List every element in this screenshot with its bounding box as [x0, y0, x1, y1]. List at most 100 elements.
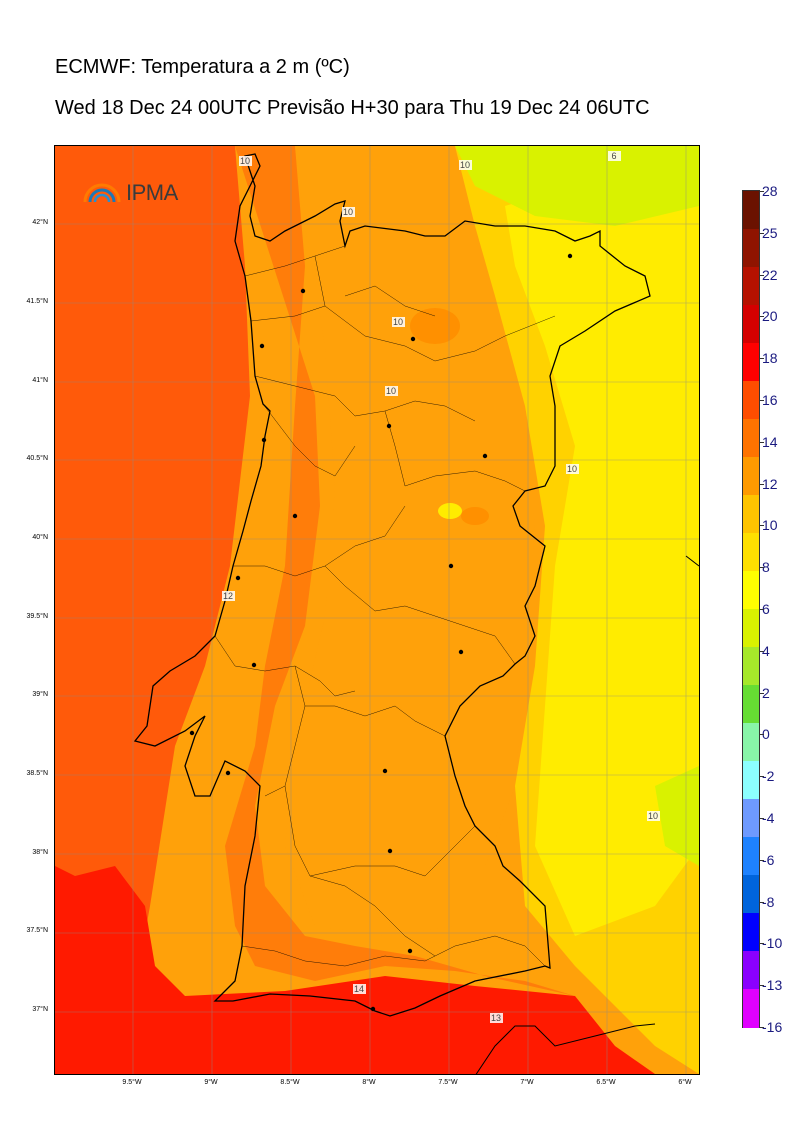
contour-label: 10	[460, 160, 470, 170]
latitude-label: 39°N	[32, 691, 48, 698]
latitude-label: 38.5°N	[26, 770, 48, 777]
colorbar-segment	[743, 419, 759, 458]
contour-label: 13	[491, 1013, 501, 1023]
longitude-label: 9.5°W	[122, 1079, 142, 1086]
latitude-label: 41.5°N	[26, 298, 48, 305]
ipma-logo-text: IPMA	[126, 180, 178, 205]
colorbar-tick	[760, 734, 764, 736]
colorbar-tick-label: -4	[762, 810, 775, 826]
latitude-label: 37.5°N	[26, 927, 48, 934]
colorbar-tick	[760, 650, 764, 652]
longitude-label: 7.5°W	[438, 1079, 458, 1086]
contour-label: 6	[611, 151, 616, 161]
spain-coast	[475, 1023, 656, 1074]
colorbar-tick-label: -8	[762, 893, 775, 910]
colorbar-segment	[743, 837, 759, 876]
colorbar-segment	[743, 305, 759, 344]
colorbar-tick-label: -10	[762, 935, 783, 952]
colorbar-tick	[760, 943, 764, 945]
colorbar-tick	[760, 859, 764, 861]
colorbar-tick-label: 20	[762, 308, 778, 325]
colorbar-tick	[760, 525, 764, 527]
contour-label-bg	[566, 464, 579, 474]
land-cooler-zone	[505, 146, 699, 936]
colorbar-segment	[743, 799, 759, 838]
colorbar-tick	[760, 1027, 764, 1028]
contour-label: 10	[567, 464, 577, 474]
colorbar-segment	[743, 495, 759, 534]
colorbar-tick	[760, 985, 764, 987]
forecast-time-subtitle: Wed 18 Dec 24 00UTC Previsão H+30 para T…	[55, 97, 650, 119]
contour-label-bg	[239, 156, 252, 166]
latitude-label: 42°N	[32, 219, 48, 226]
map-title: ECMWF: Temperatura a 2 m (ºC)	[55, 56, 350, 78]
colorbar-tick	[760, 901, 764, 903]
colorbar-tick-label: 22	[762, 266, 778, 283]
colorbar-segment	[743, 609, 759, 648]
latitude-label: 40°N	[32, 534, 48, 541]
longitude-label: 8°W	[362, 1079, 376, 1086]
longitude-label: 6.5°W	[596, 1079, 616, 1086]
latitude-label: 38°N	[32, 849, 48, 856]
colorbar-tick	[760, 274, 764, 276]
colorbar-segment	[743, 875, 759, 914]
colorbar-segment	[743, 343, 759, 382]
colorbar-tick-label: 12	[762, 475, 778, 492]
colorbar-segment	[743, 723, 759, 762]
contour-label: 10	[393, 317, 403, 327]
contour-label-bg	[222, 591, 235, 601]
land-cold-zone	[455, 146, 699, 226]
colorbar-tick-label: 18	[762, 350, 778, 367]
colorbar-tick-label: 2	[762, 684, 770, 701]
contour-label: 10	[648, 811, 658, 821]
contour-label-bg	[385, 386, 398, 396]
colorbar-tick-label: 16	[762, 392, 778, 408]
colorbar-segment	[743, 571, 759, 610]
latitude-label: 40.5°N	[26, 455, 48, 462]
longitude-label: 7°W	[520, 1079, 534, 1086]
land-warm-zone	[225, 146, 575, 996]
colorbar-tick	[760, 358, 764, 360]
colorbar-tick-label: -6	[762, 851, 775, 868]
sea-warm-zone	[55, 146, 250, 1074]
colorbar-tick	[760, 483, 764, 485]
contour-label-bg	[353, 984, 366, 994]
sea-hot-zone	[55, 866, 655, 1074]
colorbar-segment	[743, 761, 759, 800]
longitude-label: 8.5°W	[280, 1079, 300, 1086]
colorbar-segment	[743, 191, 759, 230]
colorbar-tick	[760, 316, 764, 318]
latitude-label: 41°N	[32, 377, 48, 384]
colorbar-tick	[760, 818, 764, 819]
colorbar-segment	[743, 913, 759, 952]
longitude-label: 6°W	[678, 1079, 692, 1086]
contour-label: 10	[343, 207, 353, 217]
city-markers	[189, 253, 573, 1012]
colorbar-tick	[760, 776, 764, 778]
colorbar-tick	[760, 400, 764, 401]
colorbar-tick-label: 14	[762, 433, 778, 450]
ipma-logo-icon	[83, 183, 121, 203]
colorbar-segment	[743, 267, 759, 306]
colorbar-tick	[760, 191, 764, 192]
colorbar-tick	[760, 609, 764, 610]
colorbar-tick-label: -13	[762, 977, 783, 994]
colorbar	[742, 190, 760, 1028]
colorbar-segment	[743, 381, 759, 420]
contour-label-bg	[608, 151, 621, 161]
contour-label-bg	[392, 317, 405, 327]
portugal-outline	[133, 153, 651, 1017]
colorbar-tick-label: 10	[762, 517, 778, 534]
colorbar-tick	[760, 567, 764, 569]
colorbar-segment	[743, 533, 759, 572]
contour-label-bg	[647, 811, 660, 821]
colorbar-tick-label: -2	[762, 768, 775, 785]
colorbar-tick	[760, 441, 764, 443]
colorbar-segment	[743, 457, 759, 496]
contour-label: 12	[223, 591, 233, 601]
contour-label: 10	[386, 386, 396, 396]
colorbar-tick-label: 6	[762, 601, 770, 617]
colorbar-segment	[743, 989, 759, 1028]
contour-label-bg	[342, 207, 355, 217]
colorbar-tick-label: 25	[762, 224, 778, 241]
